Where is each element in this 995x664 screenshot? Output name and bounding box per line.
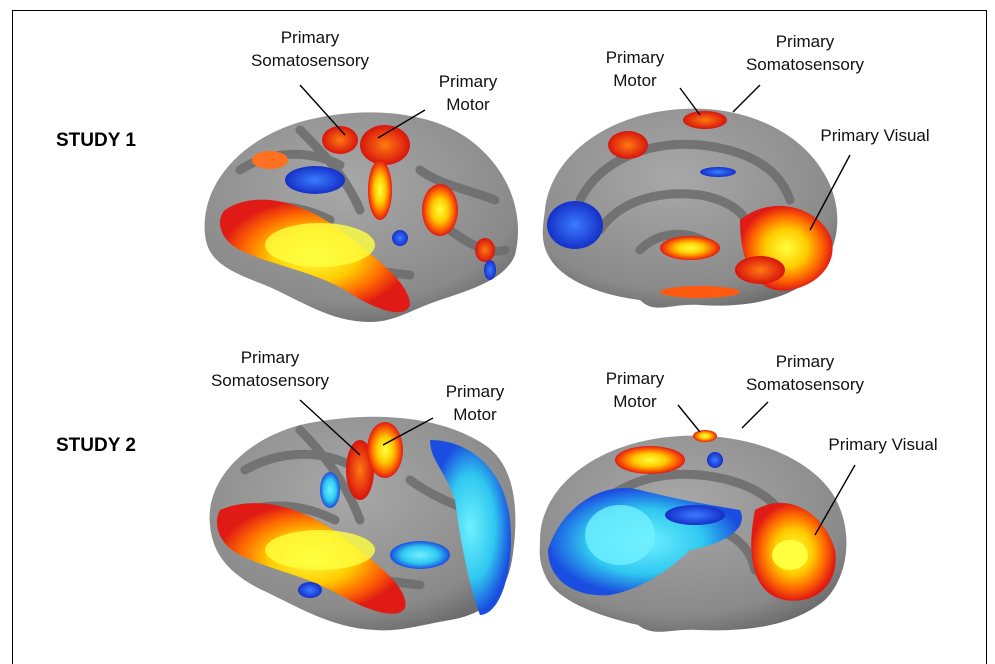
study1-label: STUDY 1	[56, 130, 136, 151]
activation-somatosensory	[322, 126, 358, 154]
line-s2-med-motor	[677, 404, 701, 433]
deactivation-occipital	[430, 440, 511, 615]
s1-medial-motor-label: Primary Motor	[605, 48, 665, 90]
s2-lateral-somatosensory-label: Primary Somatosensory	[210, 348, 330, 390]
s1-medial-somatosensory-label: Primary Somatosensory	[745, 32, 865, 74]
s1-lateral-motor-label: Primary Motor	[438, 72, 498, 114]
study1-lateral-brain	[204, 112, 518, 322]
activation-medial-motor-2	[615, 446, 685, 474]
line-s1-med-motor	[679, 87, 701, 116]
s1-medial-visual-label: Primary Visual	[820, 126, 930, 145]
activation-motor	[360, 125, 410, 165]
activation-somatosensory-2	[346, 440, 374, 500]
activation-medial-motor	[683, 111, 727, 129]
line-s2-med-somato	[741, 401, 769, 429]
line-s2-med-visual	[814, 464, 856, 536]
s2-medial-motor-label: Primary Motor	[605, 369, 665, 411]
s2-lateral-motor-label: Primary Motor	[445, 382, 505, 424]
line-s2-lat-somato	[299, 399, 361, 456]
study2-medial-brain	[539, 430, 847, 632]
study1-medial-brain	[542, 108, 838, 308]
s2-medial-somatosensory-label: Primary Somatosensory	[745, 352, 865, 394]
callout-lines	[299, 84, 856, 536]
line-s1-lat-motor	[377, 109, 426, 139]
s1-lateral-somatosensory-label: Primary Somatosensory	[250, 28, 370, 70]
line-s2-lat-motor	[382, 417, 434, 446]
line-s1-lat-somato	[299, 84, 346, 136]
deactivation-frontal	[547, 201, 603, 249]
line-s1-med-visual	[809, 154, 851, 231]
s2-medial-visual-label: Primary Visual	[828, 435, 938, 454]
study2-lateral-brain	[209, 416, 516, 631]
deactivation-blob	[285, 166, 345, 194]
line-s1-med-somato	[732, 84, 761, 113]
activation-motor-2	[367, 422, 403, 478]
study2-label: STUDY 2	[56, 435, 136, 456]
